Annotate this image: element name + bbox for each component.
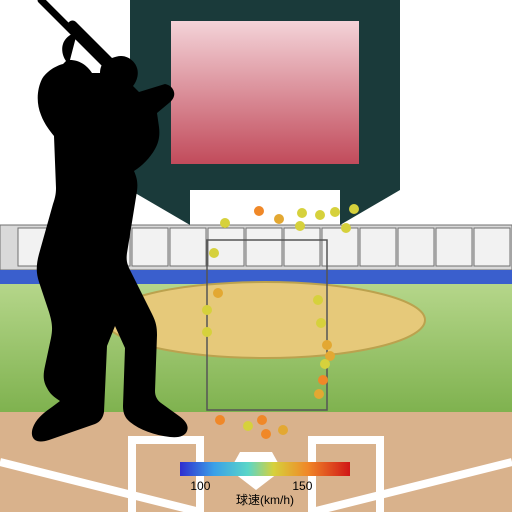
pitch-point: [322, 340, 332, 350]
pitch-point: [341, 223, 351, 233]
stands-section: [170, 228, 206, 266]
stands-section: [398, 228, 434, 266]
pitch-point: [274, 214, 284, 224]
pitch-point: [215, 415, 225, 425]
pitch-point: [261, 429, 271, 439]
pitch-point: [254, 206, 264, 216]
legend-label: 球速(km/h): [236, 493, 294, 507]
pitch-point: [278, 425, 288, 435]
legend-bar: [180, 462, 350, 476]
pitch-point: [330, 207, 340, 217]
pitch-point: [243, 421, 253, 431]
stands-section: [284, 228, 320, 266]
pitch-point: [297, 208, 307, 218]
legend-tick: 100: [190, 479, 210, 493]
pitch-point: [202, 305, 212, 315]
pitch-point: [313, 295, 323, 305]
pitch-point: [318, 375, 328, 385]
pitch-point: [202, 327, 212, 337]
pitch-point: [295, 221, 305, 231]
stands-section: [208, 228, 244, 266]
legend-tick: 150: [292, 479, 312, 493]
scoreboard-support-left: [130, 190, 190, 225]
stands-section: [132, 228, 168, 266]
stands-section: [360, 228, 396, 266]
pitch-point: [316, 318, 326, 328]
pitch-point: [315, 210, 325, 220]
pitch-point: [213, 288, 223, 298]
pitch-point: [314, 389, 324, 399]
stands-section: [436, 228, 472, 266]
pitch-point: [349, 204, 359, 214]
pitch-point: [220, 218, 230, 228]
pitch-point: [320, 359, 330, 369]
stands-section: [474, 228, 510, 266]
pitch-point: [209, 248, 219, 258]
scoreboard-support-right: [340, 190, 400, 225]
scoreboard-screen: [170, 20, 360, 165]
pitch-point: [257, 415, 267, 425]
stands-section: [246, 228, 282, 266]
